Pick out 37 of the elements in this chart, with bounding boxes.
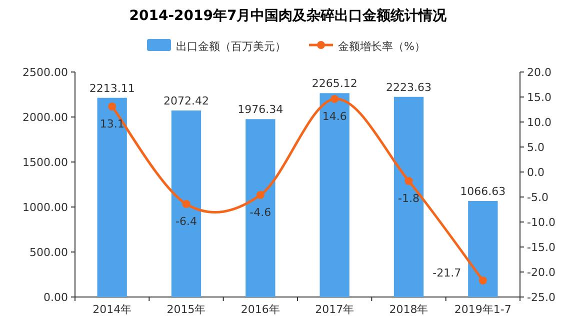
legend-label: 出口金额（百万美元） <box>176 40 286 53</box>
x-tick-label: 2017年 <box>315 303 354 316</box>
data-label: 1066.63 <box>460 185 506 198</box>
y2-tick-label: -25.0 <box>527 291 556 304</box>
y-tick-label: 1500.00 <box>22 156 68 169</box>
data-label: 2223.63 <box>386 80 432 94</box>
x-tick-label: 2019年1-7 <box>454 303 512 316</box>
x-tick-label: 2014年 <box>92 303 132 316</box>
data-label: -21.7 <box>432 266 462 280</box>
y2-tick-label: 20.0 <box>527 66 552 79</box>
y-tick-label: 500.00 <box>30 246 68 259</box>
y-tick-label: 0.00 <box>44 291 68 304</box>
x-tick-label: 2016年 <box>240 303 280 316</box>
y2-tick-label: -20.0 <box>527 266 556 279</box>
legend-label: 金额增长率（%） <box>338 40 426 53</box>
y-tick-label: 1000.00 <box>22 201 68 214</box>
y2-tick-label: -5.0 <box>527 191 548 204</box>
x-tick-label: 2015年 <box>166 303 206 316</box>
chart-title: 2014-2019年7月中国肉及杂碎出口金额统计情况 <box>129 7 448 24</box>
y-tick-label: 2500.00 <box>22 66 68 79</box>
y2-tick-label: 15.0 <box>527 91 552 104</box>
data-label: 2072.42 <box>164 94 209 108</box>
y2-tick-label: 0.0 <box>527 166 544 179</box>
y2-tick-label: -10.0 <box>527 216 556 229</box>
y2-tick-label: 5.0 <box>527 141 544 154</box>
x-tick-label: 2018年 <box>389 303 428 316</box>
data-label: 13.1 <box>100 118 124 130</box>
data-label: -1.8 <box>398 192 420 205</box>
data-label: -6.4 <box>176 215 197 228</box>
y2-tick-label: 10.0 <box>527 116 552 129</box>
y2-tick-label: -15.0 <box>527 241 556 254</box>
data-label: 1976.34 <box>238 103 284 116</box>
data-label: 14.6 <box>322 110 347 123</box>
data-label: 2213.11 <box>89 82 135 95</box>
data-label: -4.6 <box>250 206 272 219</box>
y-tick-label: 2000.00 <box>22 111 68 124</box>
data-label: 2265.12 <box>312 77 358 90</box>
